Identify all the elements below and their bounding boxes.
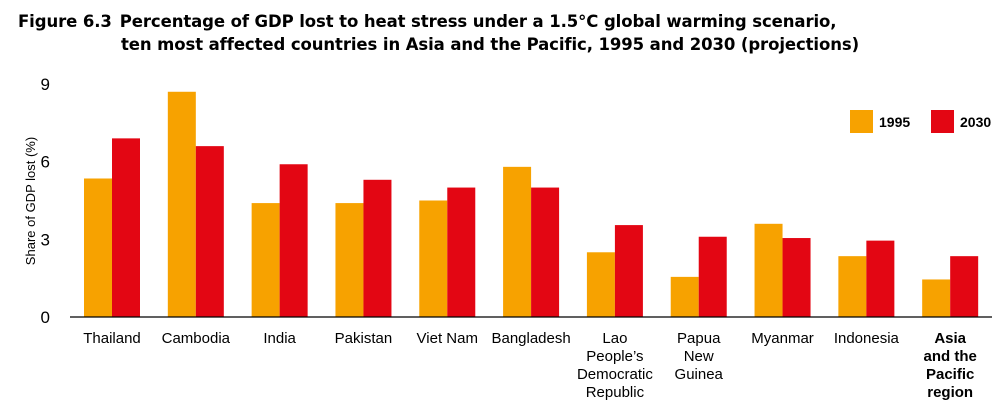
bar-1995: [503, 166, 532, 317]
x-tick-label-line: region: [927, 384, 973, 401]
x-tick-label: Bangladesh: [491, 330, 570, 347]
x-tick-label-line: Bangladesh: [491, 330, 570, 347]
x-tick-label-line: People’s: [586, 348, 643, 365]
bar-1995: [84, 178, 112, 317]
title-line-2: ten most affected countries in Asia and …: [121, 35, 860, 54]
bar-2030: [950, 256, 979, 317]
bar-2030: [195, 146, 224, 317]
bar-2030: [279, 164, 308, 317]
bar-1995: [838, 256, 867, 317]
bar-2030: [112, 138, 140, 317]
x-tick-label-line: New: [684, 348, 714, 365]
legend-label-2030: 2030: [960, 114, 991, 130]
bar-1995: [754, 223, 783, 317]
legend-swatch-1995: [850, 110, 873, 133]
bar-2030: [614, 225, 643, 317]
bar-1995: [251, 203, 280, 317]
bar-2030: [782, 238, 811, 317]
bar-1995: [335, 203, 364, 317]
bar-1995: [586, 252, 615, 317]
x-tick-label-line: Asia: [934, 330, 966, 347]
x-tick-label-line: and the: [924, 348, 977, 365]
x-tick-label-line: Papua: [677, 330, 721, 347]
x-tick-label: Cambodia: [162, 330, 231, 347]
x-tick-label-line: Cambodia: [162, 330, 231, 347]
x-tick-label-line: Viet Nam: [417, 330, 478, 347]
x-tick-label: Papua New Guinea: [675, 330, 724, 383]
x-tick-label-line: Pakistan: [335, 330, 393, 347]
x-tick-label: Indonesia: [834, 330, 900, 347]
y-axis-label: Share of GDP lost (%): [23, 137, 38, 265]
legend-label-1995: 1995: [879, 114, 910, 130]
x-tick-label-line: Thailand: [83, 330, 141, 347]
x-tick-label-line: Republic: [586, 384, 645, 401]
x-tick-label-line: Pacific: [926, 366, 974, 383]
x-tick-label: Pakistan: [335, 330, 393, 347]
title-line-1: Percentage of GDP lost to heat stress un…: [119, 12, 837, 31]
x-tick-label: Viet Nam: [417, 330, 478, 347]
x-tick-label: Myanmar: [751, 330, 814, 347]
y-tick-label: 6: [41, 153, 50, 172]
y-tick-label: 3: [41, 230, 50, 249]
y-tick-label: 0: [41, 308, 50, 327]
bar-2030: [447, 187, 476, 317]
bar-1995: [167, 91, 196, 318]
figure-label: Figure 6.3: [18, 12, 112, 31]
bar-2030: [866, 240, 895, 317]
x-tick-label-line: India: [263, 330, 296, 347]
bar-2030: [698, 236, 727, 317]
bar-1995: [670, 276, 699, 317]
x-tick-label-line: Lao: [602, 330, 627, 347]
bar-1995: [419, 200, 448, 317]
bar-2030: [531, 187, 560, 317]
x-tick-label-line: Myanmar: [751, 330, 814, 347]
x-tick-label: Lao People’s Democratic Republic: [577, 330, 653, 401]
bar-2030: [363, 179, 392, 317]
x-tick-label-line: Democratic: [577, 366, 653, 383]
x-tick-label-line: Guinea: [675, 366, 724, 383]
x-tick-label: India: [263, 330, 296, 347]
x-tick-label-line: Indonesia: [834, 330, 900, 347]
chart-title: Figure 6.3 Percentage of GDP lost to heat…: [18, 10, 859, 56]
y-tick-label: 9: [41, 75, 50, 94]
x-tick-label: Thailand: [83, 330, 141, 347]
legend-swatch-2030: [931, 110, 954, 133]
bar-1995: [922, 279, 951, 317]
x-tick-label: Asia and the Pacific region: [924, 330, 977, 401]
